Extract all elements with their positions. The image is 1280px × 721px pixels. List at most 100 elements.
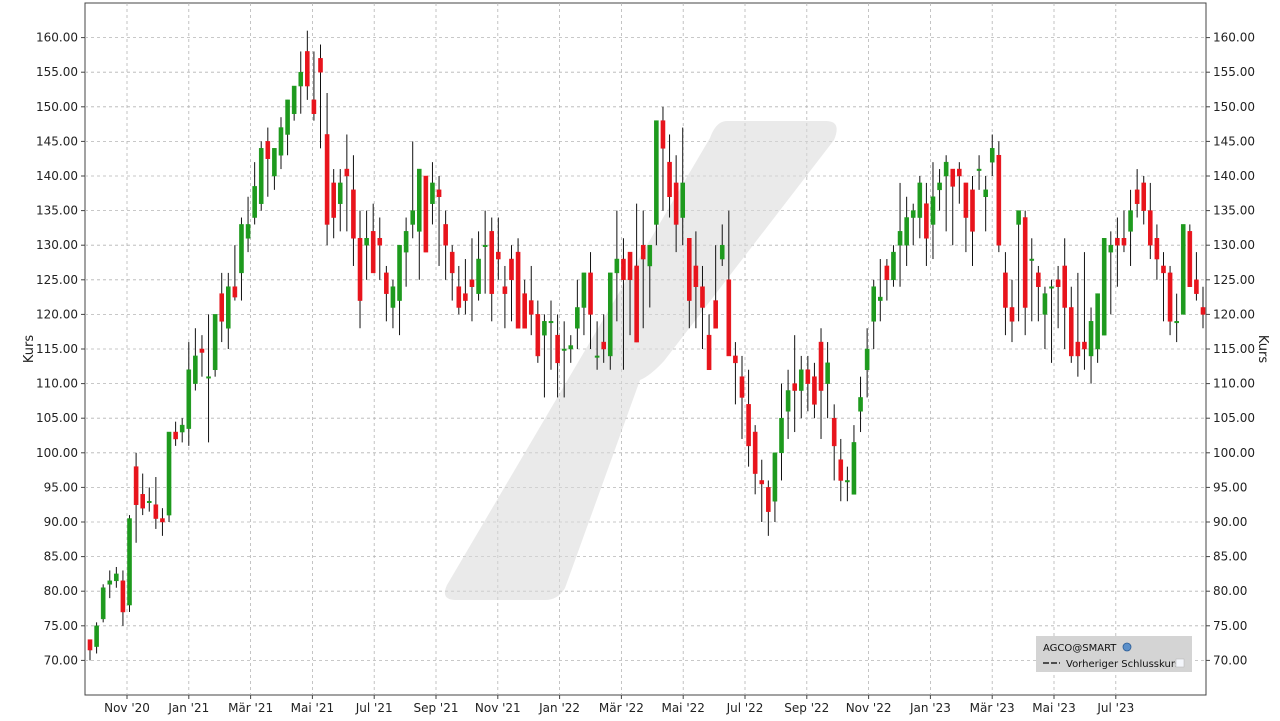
candle xyxy=(904,196,909,266)
candle xyxy=(983,176,988,232)
candle-body xyxy=(640,244,646,260)
candle xyxy=(463,259,468,315)
legend-box xyxy=(1036,636,1192,672)
candle xyxy=(601,314,606,363)
candle xyxy=(496,217,501,280)
x-tick-label: Mai '22 xyxy=(661,701,704,715)
candle xyxy=(660,106,666,211)
candles xyxy=(87,30,1206,661)
candle xyxy=(245,196,251,253)
candle xyxy=(1075,272,1081,377)
y-tick-label-right: 100.00 xyxy=(1213,446,1255,460)
candle-body xyxy=(153,504,159,519)
candle-body xyxy=(318,58,323,73)
candle-body xyxy=(351,189,356,239)
legend-entry: Vorheriger Schlusskurs xyxy=(1066,659,1180,670)
candle-body xyxy=(1148,210,1153,246)
candle xyxy=(153,477,159,529)
candle xyxy=(140,473,145,516)
y-tick-label-right: 80.00 xyxy=(1213,584,1247,598)
candle xyxy=(805,355,811,412)
y-tick-label-left: 115.00 xyxy=(36,342,78,356)
y-axis-title-left: Kurs xyxy=(22,335,37,363)
candle-body xyxy=(766,487,771,512)
candle-body xyxy=(239,224,244,274)
candle xyxy=(588,252,593,349)
grid-lines xyxy=(85,3,1206,695)
candle xyxy=(897,182,903,287)
candle xyxy=(924,182,929,266)
y-axis-right: 70.00 75.00 80.00 85.00 90.00 95.00 100.00 105.… xyxy=(1206,31,1255,667)
candle-body xyxy=(825,362,830,384)
candle xyxy=(733,342,738,405)
candle xyxy=(706,314,712,371)
candle-body xyxy=(983,189,988,198)
y-axis-left: 70.00 75.00 80.00 85.00 90.00 95.00 100.00 105.… xyxy=(36,31,85,667)
candle-body xyxy=(1115,238,1120,246)
candle xyxy=(515,238,521,329)
candle-body xyxy=(278,127,284,156)
candle-body xyxy=(265,141,271,159)
candle xyxy=(449,245,455,301)
candle xyxy=(344,134,350,232)
candle xyxy=(891,245,896,287)
candle-body xyxy=(1095,293,1100,350)
candle-body xyxy=(331,182,336,218)
candle-body xyxy=(660,120,666,149)
candle xyxy=(719,224,725,266)
candle-body xyxy=(970,189,975,232)
candle-body xyxy=(976,168,982,171)
candle xyxy=(1029,238,1035,322)
candle xyxy=(996,141,1002,253)
candle xyxy=(423,175,429,253)
candle-body xyxy=(996,154,1002,246)
candle xyxy=(239,217,244,301)
candle xyxy=(324,92,330,246)
candle xyxy=(1167,265,1173,336)
x-tick-label: Mär '21 xyxy=(228,701,273,715)
legend-checkbox-icon xyxy=(1175,658,1185,668)
candle-body xyxy=(937,182,942,191)
candle xyxy=(1101,238,1107,336)
x-tick-label: Mai '23 xyxy=(1032,701,1075,715)
candle-body xyxy=(687,238,692,301)
candle xyxy=(1115,217,1120,287)
candle xyxy=(785,369,791,439)
candle xyxy=(910,203,916,246)
candle-body xyxy=(337,182,343,204)
candle-body xyxy=(1062,265,1067,308)
x-tick-label: Mär '22 xyxy=(599,701,644,715)
y-tick-label-left: 140.00 xyxy=(36,169,78,183)
candle xyxy=(166,431,172,522)
candle xyxy=(779,383,784,481)
candle-body xyxy=(397,244,402,301)
candle-body xyxy=(502,286,508,294)
candle-body xyxy=(476,258,481,294)
candle-body xyxy=(226,286,231,329)
candle xyxy=(930,162,936,260)
candle xyxy=(436,176,442,266)
candle-body xyxy=(851,442,857,495)
candle xyxy=(1121,210,1127,253)
candle xyxy=(1055,265,1061,329)
candle xyxy=(884,259,890,301)
candle-body xyxy=(285,99,290,135)
x-tick-label: Jul '23 xyxy=(1096,701,1134,715)
candle-body xyxy=(1180,224,1186,315)
candle-body xyxy=(1082,341,1087,350)
candle xyxy=(950,168,956,246)
candle-body xyxy=(298,71,304,87)
candle-body xyxy=(950,168,956,187)
candle-body xyxy=(1154,238,1160,260)
candle-body xyxy=(891,251,896,281)
x-tick-label: Jul '21 xyxy=(355,701,393,715)
candle-body xyxy=(219,293,225,322)
candle xyxy=(1049,279,1054,363)
candle xyxy=(331,169,336,239)
candle-body xyxy=(146,500,152,503)
candle xyxy=(970,176,975,266)
candle-body xyxy=(1141,182,1147,211)
candle-body xyxy=(733,355,738,364)
candle-body xyxy=(166,431,172,516)
x-tick-label: Nov '22 xyxy=(846,701,892,715)
